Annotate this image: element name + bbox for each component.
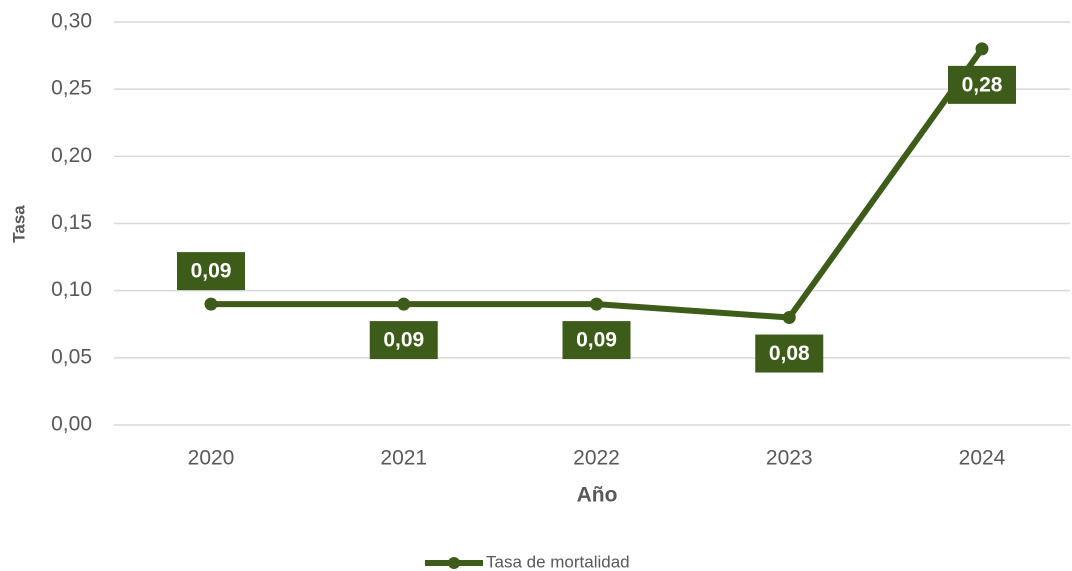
data-point — [397, 297, 411, 311]
x-tick-label: 2024 — [959, 447, 1006, 470]
x-tick-label: 2023 — [766, 447, 813, 470]
y-tick-label: 0,20 — [51, 144, 92, 167]
data-label-box — [562, 321, 631, 360]
x-tick-label: 2020 — [188, 447, 235, 470]
y-tick-label: 0,25 — [51, 77, 92, 100]
data-label: 0,09 — [191, 260, 232, 283]
data-point — [975, 42, 989, 56]
x-axis-label: Año — [577, 484, 618, 507]
data-label-box — [755, 334, 824, 373]
data-label-box — [177, 252, 245, 291]
y-tick-label: 0,05 — [51, 345, 92, 368]
legend-label: Tasa de mortalidad — [486, 552, 630, 571]
y-tick-label: 0,10 — [51, 278, 92, 301]
data-label: 0,08 — [769, 342, 810, 365]
data-label: 0,28 — [962, 73, 1003, 96]
data-point — [204, 297, 218, 311]
x-tick-label: 2021 — [380, 447, 427, 470]
data-label-box — [369, 321, 438, 360]
data-label: 0,09 — [383, 329, 424, 352]
data-label-box — [948, 65, 1016, 104]
y-tick-label: 0,15 — [51, 211, 92, 234]
y-tick-label: 0,00 — [51, 413, 92, 436]
legend-marker — [448, 557, 460, 569]
y-axis-label: Tasa — [9, 205, 28, 243]
y-tick-label: 0,30 — [51, 10, 92, 33]
data-point — [590, 297, 603, 311]
x-tick-label: 2022 — [573, 447, 620, 470]
data-label: 0,09 — [576, 329, 617, 352]
data-point — [782, 311, 796, 325]
